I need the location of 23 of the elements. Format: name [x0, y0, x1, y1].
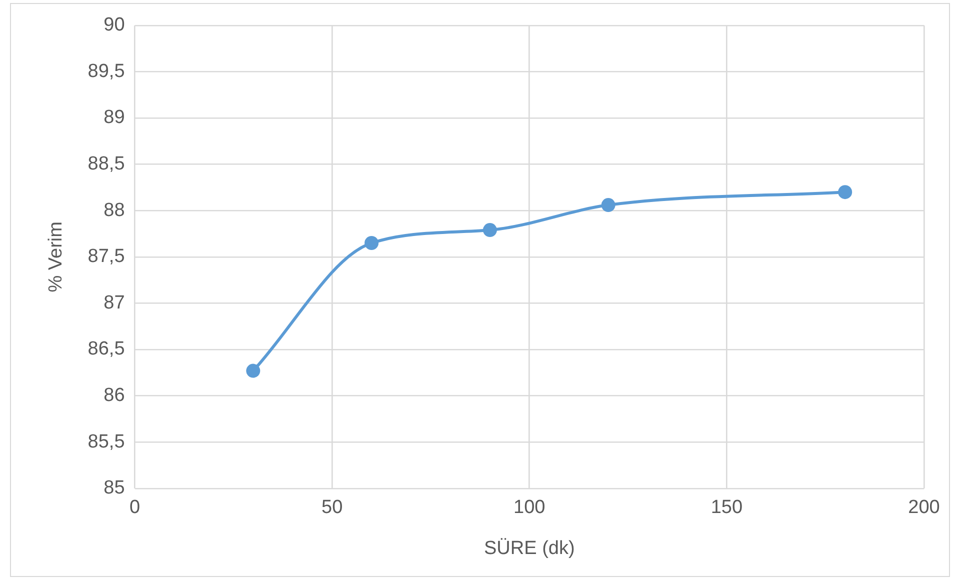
x-tick-label: 100: [514, 497, 546, 518]
y-tick-label: 89,5: [88, 60, 125, 82]
y-tick-label: 90: [104, 14, 125, 36]
y-tick-label: 88,5: [88, 154, 125, 175]
x-tick-label: 50: [322, 497, 343, 518]
point: [364, 236, 379, 250]
y-tick-label: 88: [104, 200, 125, 221]
y-tick-label: 86,5: [88, 338, 125, 360]
x-axis-title: SÜRE (dk): [484, 538, 575, 559]
y-tick-label: 87,5: [88, 246, 125, 268]
point: [482, 223, 497, 238]
point: [838, 185, 852, 200]
y-tick-label: 85: [104, 478, 125, 499]
y-tick-label: 87: [104, 292, 125, 314]
x-tick-label: 0: [129, 497, 140, 518]
point: [601, 198, 616, 212]
x-tick-label: 150: [710, 497, 743, 518]
x-tick-label: 200: [908, 497, 940, 518]
y-axis-title: % Verim: [46, 222, 67, 292]
y-tick-label: 86: [104, 385, 125, 406]
point: [246, 364, 260, 378]
y-tick-label: 85,5: [88, 431, 125, 452]
y-tick-label: 89: [104, 107, 125, 128]
